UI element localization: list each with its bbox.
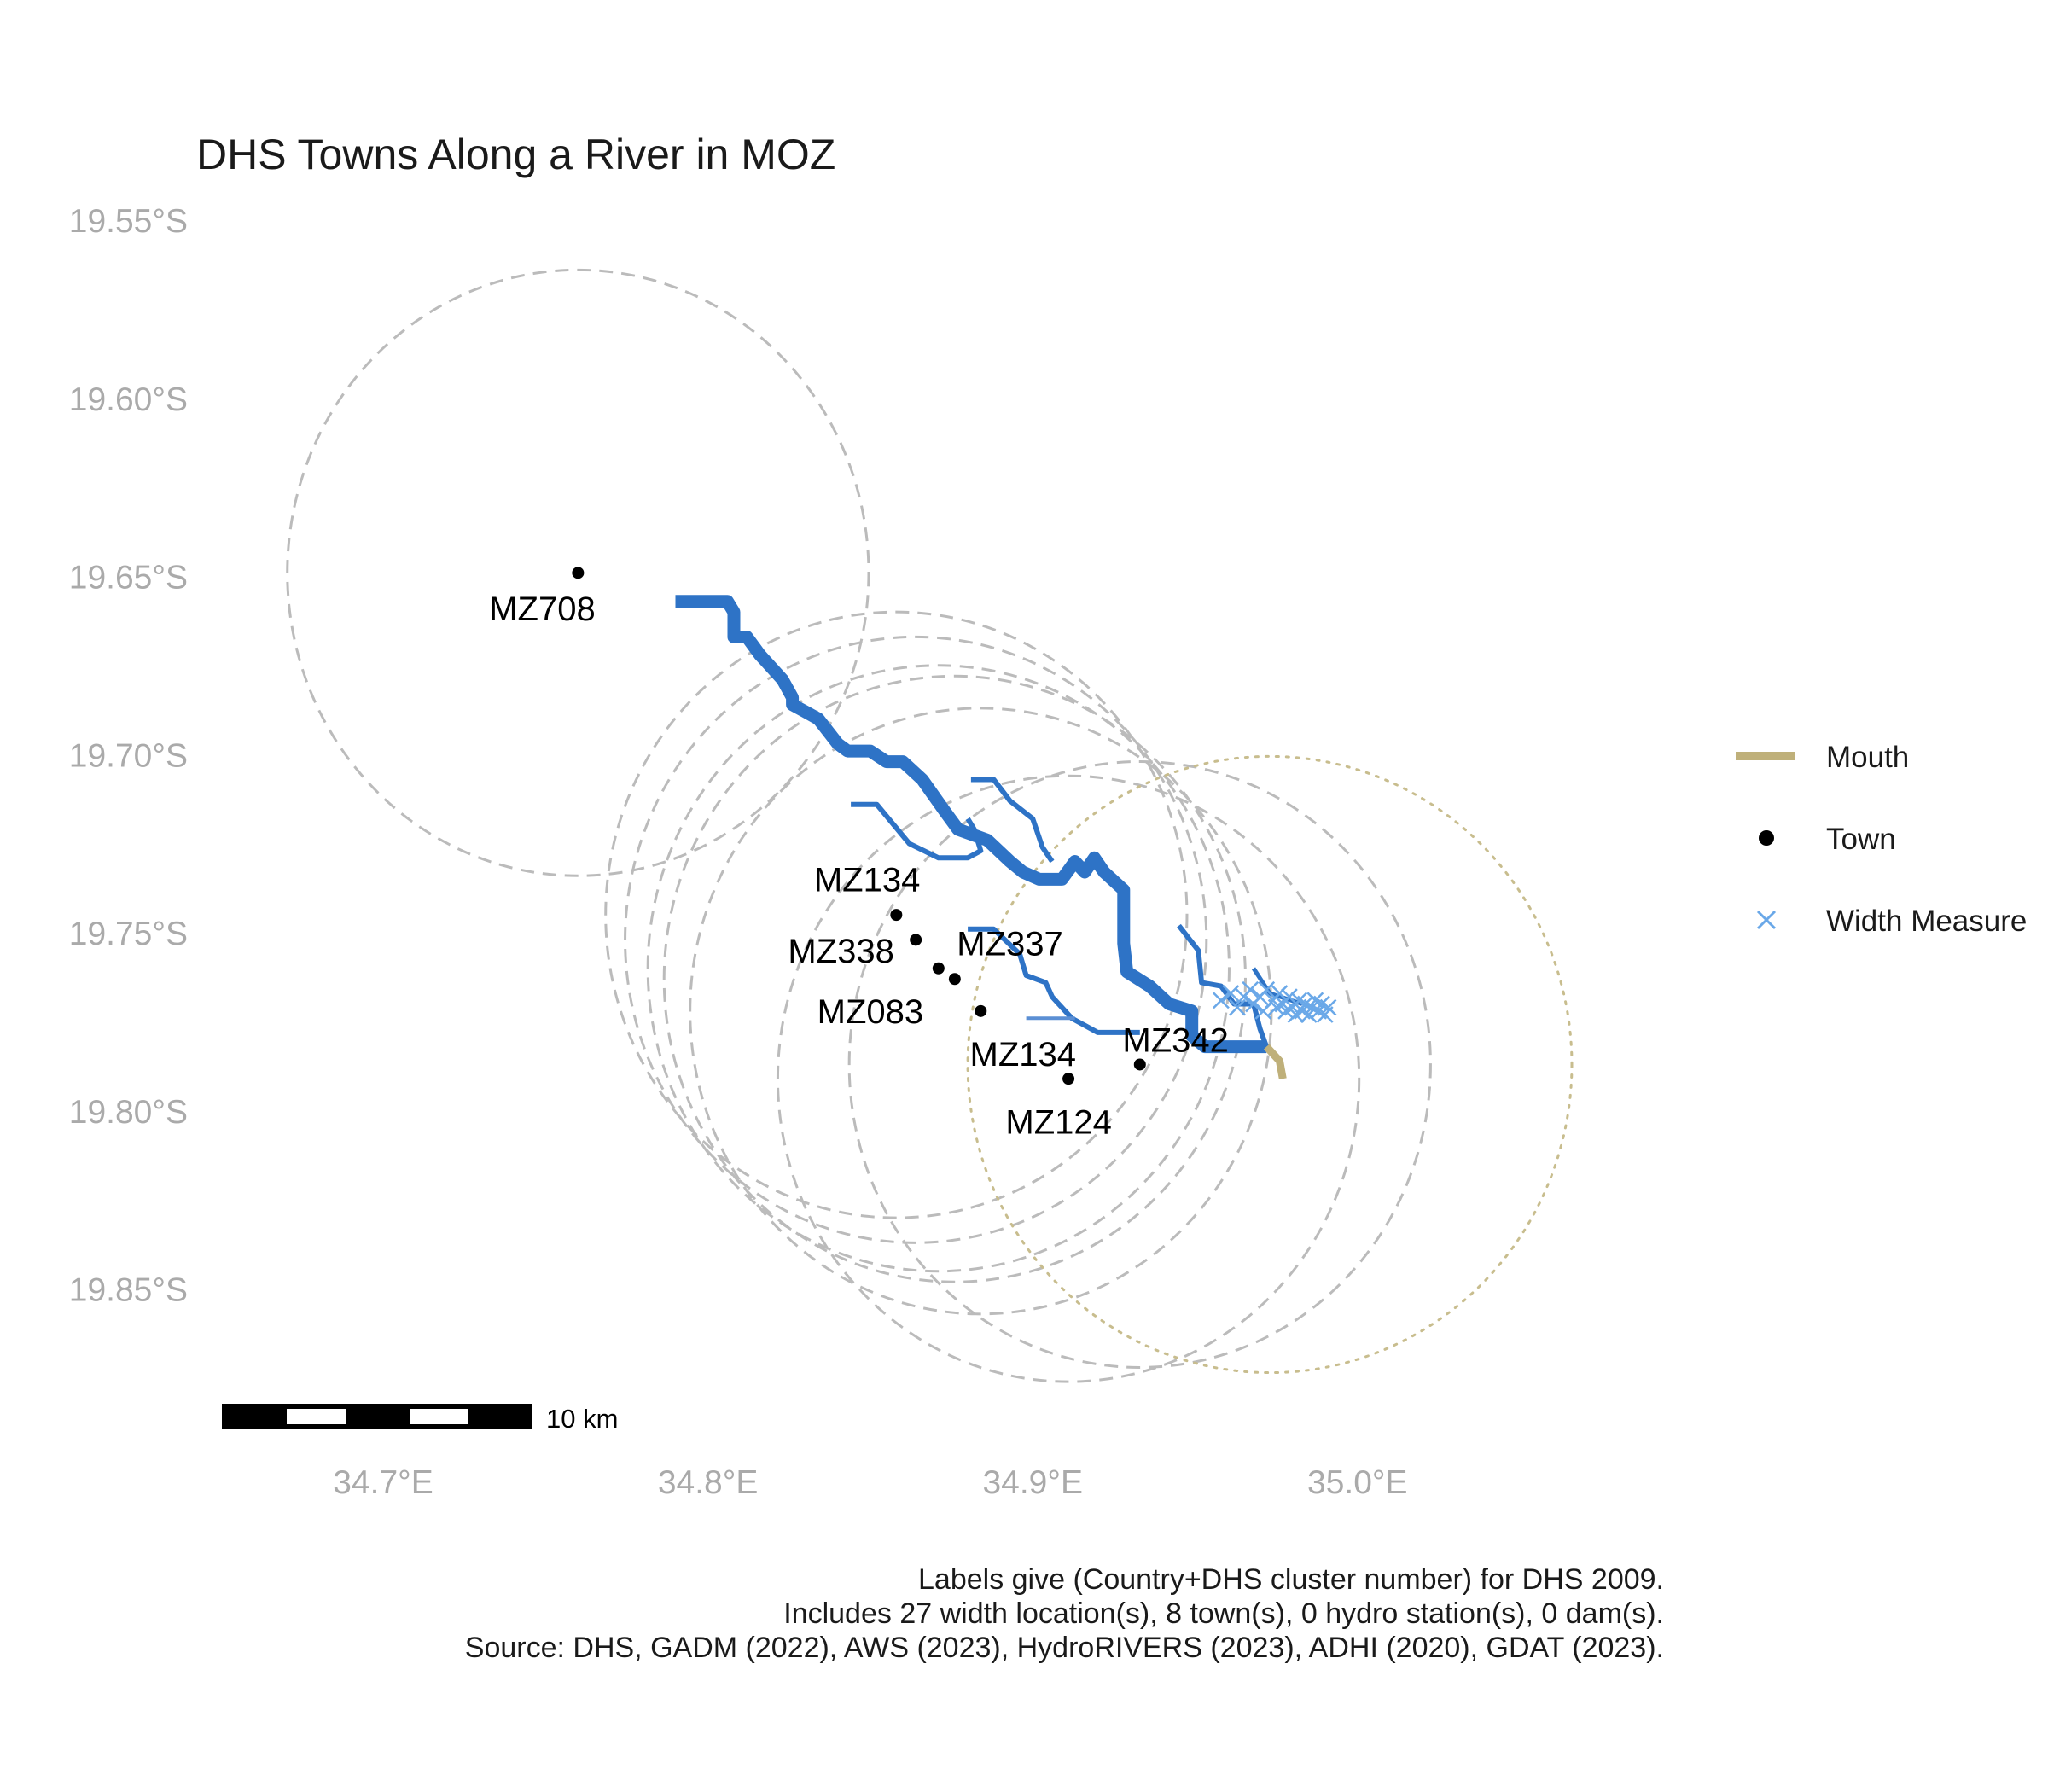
x-tick-label: 34.9°E	[982, 1464, 1083, 1501]
river-tributary-mid	[968, 926, 1140, 1035]
legend-width-swatch	[1756, 910, 1777, 930]
town-buffer-circle	[646, 664, 1231, 1273]
width-measures	[1213, 980, 1337, 1023]
scale-bar-outline	[222, 1404, 532, 1429]
town-point	[932, 962, 945, 975]
caption-line-1: Labels give (Country+DHS cluster number)…	[918, 1563, 1664, 1596]
town-label: MZ083	[817, 993, 924, 1031]
town-label: MZ342	[1122, 1021, 1229, 1059]
river-tributary-north	[970, 777, 1055, 864]
width-measure-marker	[1271, 985, 1289, 1002]
map-title: DHS Towns Along a River in MOZ	[196, 131, 835, 178]
town-label: MZ338	[788, 933, 894, 970]
scale-bar-segment-light	[410, 1409, 468, 1424]
width-measure-marker	[1319, 998, 1337, 1016]
town-point	[948, 973, 961, 986]
town-buffer-circle	[662, 674, 1247, 1283]
width-measure-marker	[1213, 992, 1230, 1009]
scale-bar-label: 10 km	[546, 1404, 618, 1434]
town-label: MZ337	[957, 926, 1063, 963]
legend-town-label: Town	[1826, 823, 1896, 856]
caption-line-3: Source: DHS, GADM (2022), AWS (2023), Hy…	[465, 1632, 1664, 1664]
town-label: MZ124	[1005, 1103, 1112, 1141]
legend: Mouth Town Width Measure	[1736, 741, 2027, 938]
town-point	[890, 909, 903, 922]
town-labels: MZ708 MZ134 MZ338 MZ337 MZ083 MZ134 MZ342 MZ124	[489, 591, 1229, 1141]
x-tick-label: 34.8°E	[658, 1464, 759, 1501]
town-point	[975, 1004, 987, 1017]
caption-line-2: Includes 27 width location(s), 8 town(s)…	[783, 1597, 1664, 1630]
river-main-stem	[675, 595, 1267, 1054]
x-tick-label: 35.0°E	[1307, 1464, 1408, 1501]
town-buffer-circle	[604, 610, 1189, 1219]
width-measure-marker	[1222, 985, 1240, 1002]
town-label: MZ134	[970, 1036, 1077, 1073]
scale-bar-segment-light	[287, 1409, 346, 1424]
town-label: MZ134	[814, 861, 921, 899]
town-buffer-circle	[776, 774, 1361, 1383]
town-point	[1062, 1073, 1075, 1085]
town-buffer-circle	[847, 759, 1432, 1369]
y-tick-label: 19.60°S	[69, 381, 188, 418]
y-tick-label: 19.85°S	[69, 1272, 188, 1309]
scale-bar: 10 km	[222, 1404, 618, 1434]
width-measure-marker	[1280, 988, 1298, 1006]
town-point	[1133, 1058, 1146, 1071]
y-tick-label: 19.55°S	[69, 203, 188, 240]
town-buffers	[286, 268, 1432, 1383]
town-point	[572, 567, 585, 579]
y-tick-label: 19.65°S	[69, 560, 188, 596]
y-tick-label: 19.75°S	[69, 916, 188, 952]
caption: Labels give (Country+DHS cluster number)…	[465, 1563, 1664, 1664]
x-tick-label: 34.7°E	[333, 1464, 433, 1501]
legend-mouth-label: Mouth	[1826, 741, 1909, 774]
town-buffer-circle	[286, 268, 870, 877]
mouth-buffer	[966, 754, 1574, 1375]
legend-town-swatch	[1759, 830, 1774, 846]
width-measure-marker	[1242, 980, 1260, 998]
width-measure-marker	[1229, 998, 1246, 1016]
mouth-buffer-circle	[966, 754, 1574, 1375]
x-axis-ticks: 34.7°E 34.8°E 34.9°E 35.0°E	[333, 1464, 1407, 1501]
legend-width-label: Width Measure	[1826, 905, 2027, 938]
y-axis-ticks: 19.55°S 19.60°S 19.65°S 19.70°S 19.75°S 19.80…	[69, 203, 188, 1309]
river-network	[675, 595, 1303, 1054]
town-label: MZ708	[489, 591, 596, 628]
river-mouth-segment	[1263, 1044, 1287, 1080]
y-tick-label: 19.70°S	[69, 737, 188, 774]
town-points	[572, 567, 1146, 1085]
y-tick-label: 19.80°S	[69, 1094, 188, 1131]
town-buffer-circle	[624, 635, 1208, 1244]
river-mouth	[1263, 1044, 1287, 1080]
width-measure-marker	[1258, 980, 1276, 998]
town-point	[910, 934, 922, 946]
